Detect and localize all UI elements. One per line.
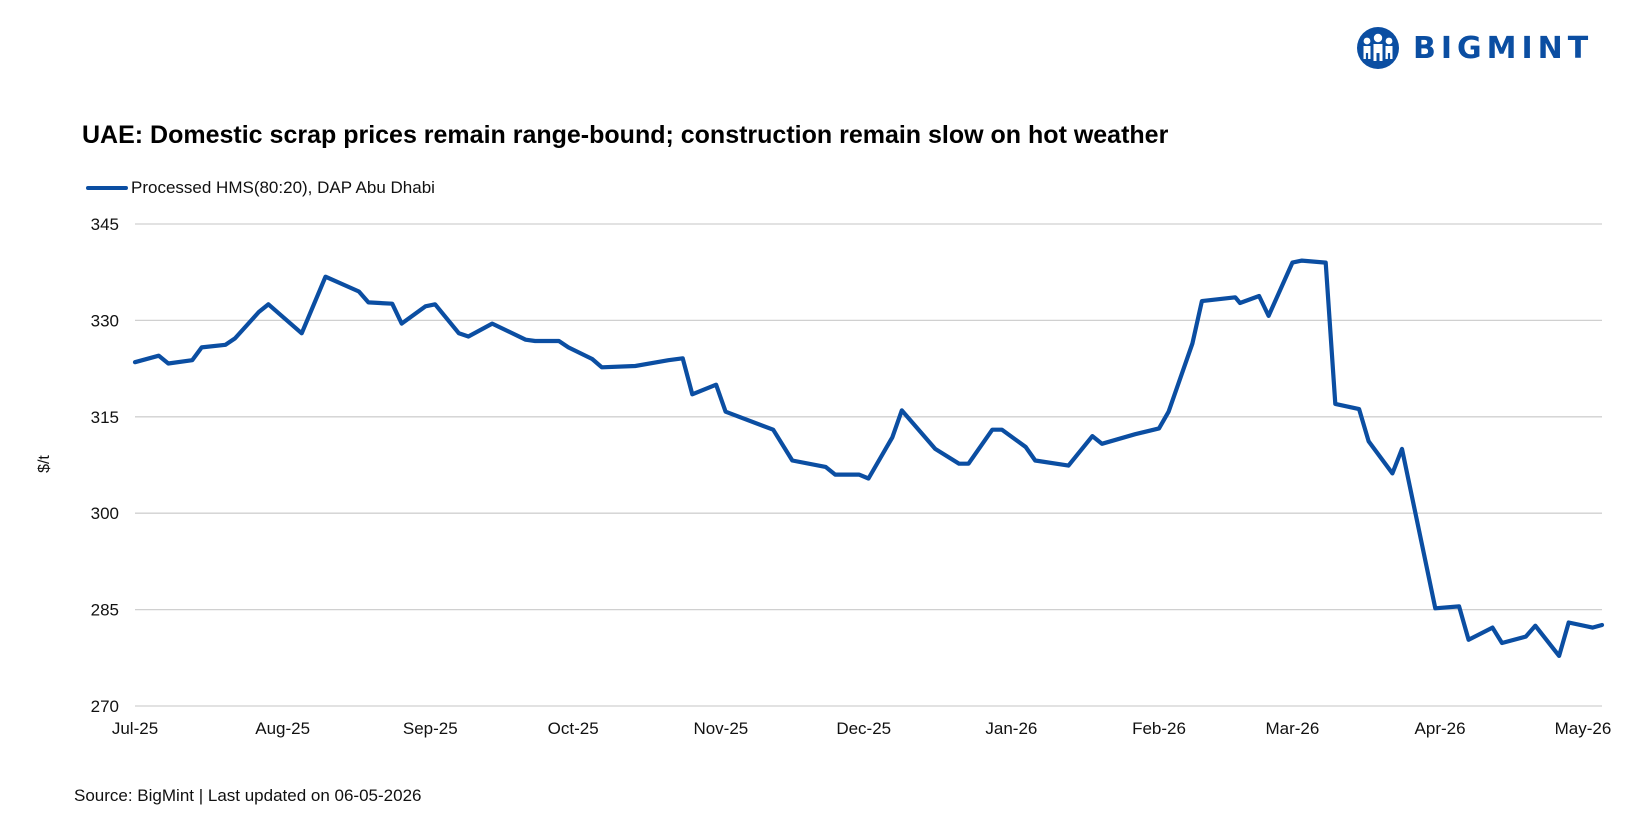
chart-legend: Processed HMS(80:20), DAP Abu Dhabi bbox=[86, 178, 435, 198]
x-tick-label: Apr-26 bbox=[1415, 719, 1466, 738]
series-lines bbox=[132, 258, 1605, 658]
y-tick-label: 345 bbox=[91, 215, 119, 234]
people-globe-logo-icon bbox=[1357, 27, 1399, 69]
brand-name: BIGMINT bbox=[1413, 30, 1594, 66]
x-tick-label: Sep-25 bbox=[403, 719, 458, 738]
y-tick-label: 285 bbox=[91, 601, 119, 620]
x-tick-label: Oct-25 bbox=[548, 719, 599, 738]
series-line bbox=[132, 258, 1605, 658]
legend-label: Processed HMS(80:20), DAP Abu Dhabi bbox=[131, 178, 435, 197]
bigmint-logo: BIGMINT bbox=[1355, 22, 1615, 74]
x-tick-label: Nov-25 bbox=[693, 719, 748, 738]
legend-line-swatch bbox=[86, 186, 128, 190]
x-tick-label: Aug-25 bbox=[255, 719, 310, 738]
x-tick-label: Jan-26 bbox=[985, 719, 1037, 738]
y-tick-label: 270 bbox=[91, 697, 119, 716]
x-tick-label: Feb-26 bbox=[1132, 719, 1186, 738]
y-tick-label: 300 bbox=[91, 504, 119, 523]
y-tick-label: 315 bbox=[91, 408, 119, 427]
x-tick-label: May-26 bbox=[1555, 719, 1612, 738]
x-tick-label: Jul-25 bbox=[112, 719, 158, 738]
grid-lines bbox=[135, 223, 1602, 707]
x-tick-label: Dec-25 bbox=[836, 719, 891, 738]
chart-title: UAE: Domestic scrap prices remain range-… bbox=[82, 121, 1169, 149]
y-tick-labels: 270 285 300 315 330 345 bbox=[91, 215, 119, 716]
x-tick-label: Mar-26 bbox=[1265, 719, 1319, 738]
source-note: Source: BigMint | Last updated on 06-05-… bbox=[74, 786, 422, 805]
y-tick-label: 330 bbox=[91, 311, 119, 330]
x-tick-labels: Jul-25 Aug-25 Sep-25 Oct-25 Nov-25 Dec-25 Jan-… bbox=[112, 719, 1611, 738]
